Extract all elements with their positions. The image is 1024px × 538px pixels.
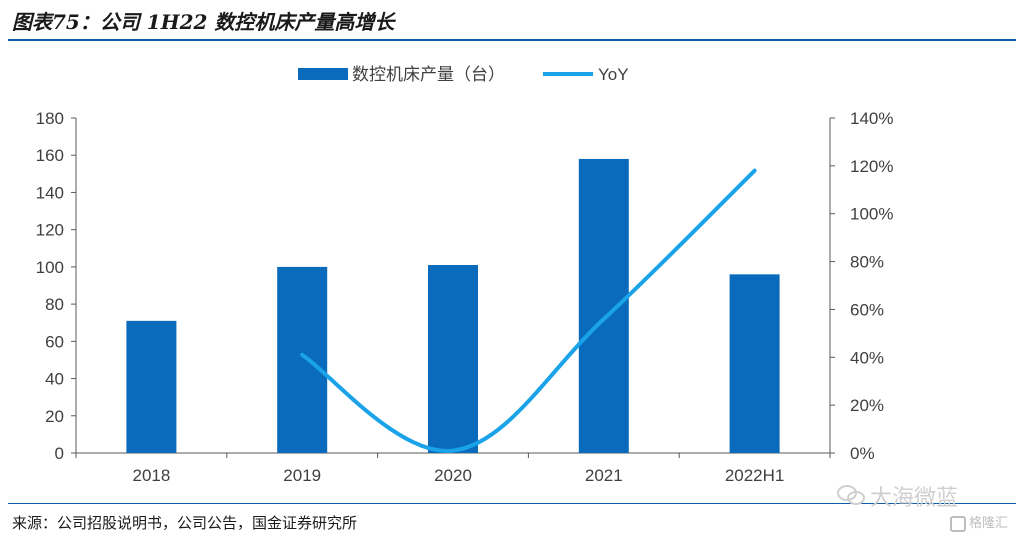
y-right-tick-label: 60% — [850, 300, 884, 319]
y-left-tick-label: 140 — [36, 183, 64, 202]
watermark: 大海微蓝 — [836, 480, 958, 512]
x-tick-label: 2018 — [132, 466, 170, 485]
footer-divider — [8, 503, 1016, 504]
y-left-tick-label: 100 — [36, 258, 64, 277]
title-divider — [8, 39, 1016, 41]
y-left-tick-label: 0 — [55, 444, 64, 463]
y-left-tick-label: 160 — [36, 146, 64, 165]
bar-2018 — [126, 320, 177, 453]
legend-line-label: YoY — [598, 65, 629, 84]
y-left-tick-label: 180 — [36, 109, 64, 128]
bar-2020 — [428, 265, 478, 453]
brand-icon — [950, 515, 966, 532]
y-right-tick-label: 80% — [850, 253, 884, 272]
y-right-tick-label: 20% — [850, 396, 884, 415]
x-tick-label: 2019 — [283, 466, 321, 485]
y-left-tick-label: 60 — [45, 332, 64, 351]
chart: 数控机床产量（台） YoY 0 20 40 60 80 100 120 140 160 180 0%… — [36, 65, 894, 485]
bars — [126, 158, 780, 453]
y-left-tick-label: 40 — [45, 370, 64, 389]
legend-bar-swatch — [298, 68, 348, 80]
bar-2022H1 — [729, 274, 780, 453]
x-tick-label: 2021 — [585, 466, 623, 485]
y-left-tick-label: 20 — [45, 407, 64, 426]
x-tick-label: 2022H1 — [725, 466, 785, 485]
y-right-tick-label: 140% — [850, 109, 893, 128]
y-right-tick-label: 120% — [850, 157, 893, 176]
legend-bar-label: 数控机床产量（台） — [352, 65, 505, 84]
source-note: 来源：公司招股说明书，公司公告，国金证券研究所 — [12, 514, 358, 532]
y-left-tick-label: 120 — [36, 221, 64, 240]
x-tick-label: 2020 — [434, 466, 472, 485]
wechat-icon — [837, 485, 865, 505]
y-right-tick-label: 0% — [850, 444, 875, 463]
brand-logo: 格隆汇 — [950, 512, 1008, 532]
bar-2019 — [277, 266, 328, 453]
brand-text: 格隆汇 — [969, 516, 1009, 531]
axes: 0 20 40 60 80 100 120 140 160 180 0% 20% 40% 60% 80% 10… — [36, 109, 894, 485]
watermark-text: 大海微蓝 — [870, 486, 959, 511]
yoy-line — [300, 168, 757, 453]
y-right-tick-label: 40% — [850, 348, 884, 367]
yoy-line-group — [300, 168, 757, 453]
bar-2021 — [578, 158, 629, 453]
legend: 数控机床产量（台） YoY — [298, 65, 629, 84]
y-right-tick-label: 100% — [850, 205, 893, 224]
chart-title: 图表75：公司 1H22 数控机床产量高增长 — [12, 10, 395, 34]
y-left-tick-label: 80 — [45, 295, 64, 314]
